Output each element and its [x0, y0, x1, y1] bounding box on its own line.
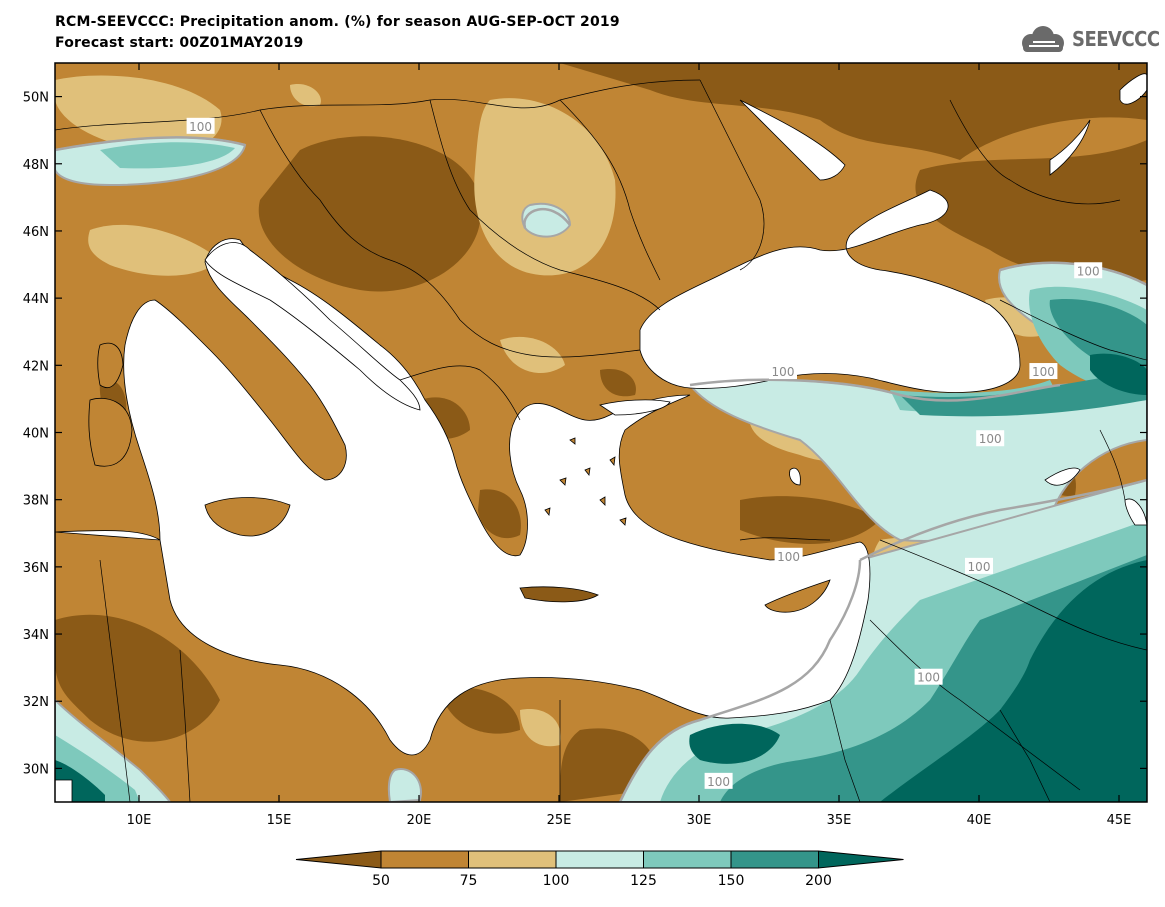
corsica: [97, 342, 124, 389]
contour-label: 100: [1032, 365, 1055, 379]
colorbar-tick-label: 100: [543, 873, 570, 889]
colorbar-box-2: [555, 850, 644, 869]
lake-tuz: [789, 467, 801, 486]
contour-label: 100: [917, 671, 940, 685]
islands: [88, 342, 831, 613]
colorbar-tick-label: 150: [718, 873, 745, 889]
contour-label: 100: [189, 120, 212, 134]
mediterranean-sea: [55, 238, 871, 756]
country-borders: [55, 79, 1147, 802]
contour-label: 100: [1077, 264, 1100, 278]
latitude-axis: 30N 32N 34N 36N 38N 40N 42N 44N 46N 48N 50N: [23, 91, 1147, 777]
lon-tick-label: 40E: [967, 813, 992, 828]
anomaly-fields: 100 100 100 100 100 100 100 100 100: [55, 63, 1147, 802]
lon-tick-label: 20E: [407, 813, 432, 828]
contour-label-bg: [1074, 262, 1103, 279]
lat-tick-label: 32N: [23, 695, 49, 710]
contour-label-bg: [976, 430, 1005, 447]
contour-labels: 100 100 100 100 100 100 100 100 100: [186, 117, 1103, 789]
lon-tick-label: 45E: [1107, 813, 1132, 828]
lat-tick-label: 42N: [23, 359, 49, 374]
longitude-axis: 10E 15E 20E 25E 30E 35E 40E 45E: [127, 63, 1132, 828]
lat-tick-label: 50N: [23, 91, 49, 106]
colorbar-tick-label: 125: [630, 873, 657, 889]
sardinia: [88, 397, 133, 467]
lon-tick-label: 10E: [127, 813, 152, 828]
lat-tick-label: 44N: [23, 292, 49, 307]
colorbar-box-1: [468, 850, 557, 869]
crete: [519, 586, 599, 603]
contour-label-bg: [774, 547, 803, 564]
lon-tick-label: 15E: [267, 813, 292, 828]
map-title: RCM-SEEVCCC: Precipitation anom. (%) for…: [55, 14, 620, 30]
contour-label-bg: [1029, 363, 1058, 380]
cyprus: [764, 579, 831, 613]
colorbar-tick-label: 200: [805, 873, 832, 889]
contour-label-bg: [186, 117, 215, 134]
lat-tick-label: 30N: [23, 762, 49, 777]
colorbar-tick-label: 50: [372, 873, 390, 889]
colorbar-tick-label: 75: [460, 873, 478, 889]
lake-streak-1: [739, 99, 846, 181]
lat-tick-label: 38N: [23, 494, 49, 509]
lat-tick-label: 48N: [23, 158, 49, 173]
lake-streak-3: [1049, 119, 1091, 176]
logo-text: SEEVCCC: [1072, 27, 1160, 51]
colorbar-lower-extend: [295, 850, 382, 869]
sea-areas: [55, 73, 1147, 802]
extreme-wet-areas: [55, 353, 1147, 802]
contour-label: 100: [772, 365, 795, 379]
lake-corner: [55, 779, 73, 802]
contour-label-bg: [965, 557, 993, 574]
colorbar-upper-extend: [818, 850, 904, 869]
contour-label-bg: [704, 772, 733, 789]
lon-tick-label: 30E: [687, 813, 712, 828]
cloud-icon: [1022, 26, 1064, 52]
sea-of-marmara: [599, 399, 671, 416]
contour-label: 100: [968, 560, 991, 574]
contour-100-lines: [55, 136, 1147, 802]
colorbar-box-4: [730, 850, 819, 869]
contour-label: 100: [979, 432, 1002, 446]
colorbar: 50 75 100 125 150 200: [295, 850, 904, 889]
colorbar-box-3: [643, 850, 732, 869]
lat-tick-label: 34N: [23, 628, 49, 643]
lon-tick-label: 25E: [547, 813, 572, 828]
contour-label: 100: [777, 550, 800, 564]
sicily: [204, 497, 291, 537]
adriatic-sea: [204, 242, 421, 411]
lat-tick-label: 40N: [23, 427, 49, 442]
lat-tick-label: 46N: [23, 225, 49, 240]
colorbar-box-0: [380, 850, 469, 869]
contour-label-bg: [914, 668, 943, 685]
lake-urmia: [1124, 498, 1147, 526]
lake-van: [1044, 467, 1081, 486]
lat-tick-label: 36N: [23, 561, 49, 576]
contour-label: 100: [707, 775, 730, 789]
aegean-islands: [544, 437, 627, 526]
lon-tick-label: 35E: [827, 813, 852, 828]
forecast-start-label: Forecast start: 00Z01MAY2019: [55, 35, 304, 51]
contour-label-bg: [769, 363, 797, 380]
